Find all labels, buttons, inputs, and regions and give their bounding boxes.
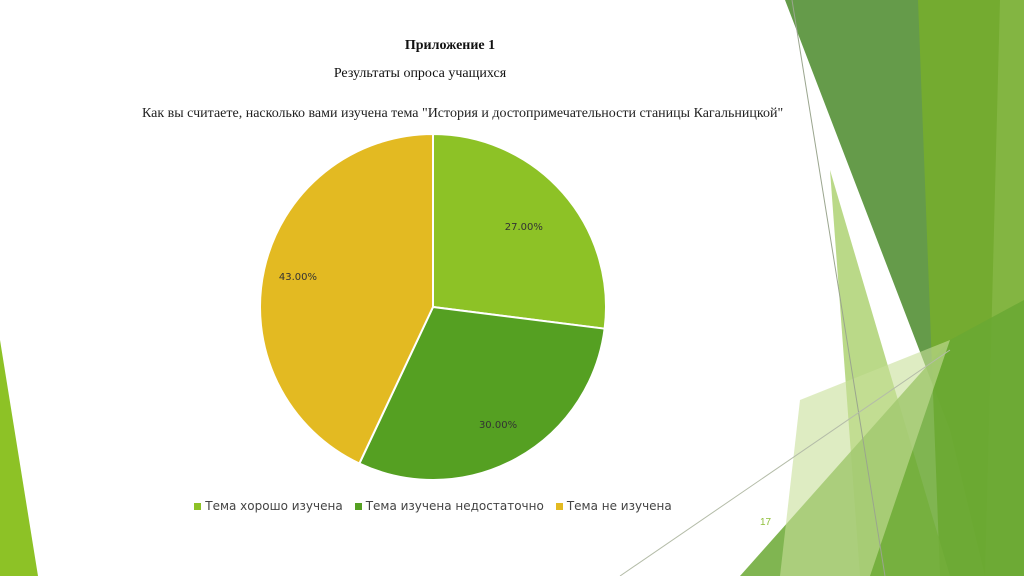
page-subtitle: Результаты опроса учащихся [333, 66, 507, 81]
data-label-1: 27.00% [505, 222, 543, 233]
pie-slice-2 [358, 305, 606, 481]
deco-thin-line [791, 0, 886, 576]
legend-item-3: Тема не изучена [555, 499, 672, 513]
chart-title: Как вы считаете, насколько вами изучена … [142, 106, 784, 121]
page-title: Приложение 1 [404, 38, 496, 53]
legend-swatch-2 [354, 502, 362, 510]
legend-item-1: Тема хорошо изучена [194, 499, 343, 513]
legend-item-2: Тема изучена недостаточно [354, 499, 544, 513]
legend-swatch-3 [555, 502, 563, 510]
data-label-3: 43.00% [279, 272, 317, 283]
pie-slice-1 [432, 132, 607, 330]
data-label-2: 30.00% [479, 420, 517, 431]
chart-legend: Тема хорошо изучена Тема изучена недоста… [0, 499, 866, 513]
legend-label-1: Тема хорошо изучена [205, 499, 343, 513]
deco-thin-line-2 [619, 349, 951, 576]
legend-label-3: Тема не изучена [566, 499, 672, 513]
legend-label-2: Тема изучена недостаточно [365, 499, 544, 513]
page-number: 17 [760, 517, 772, 528]
legend-swatch-1 [194, 502, 202, 510]
deco-right-pale [780, 340, 950, 576]
pie-slice-3 [259, 132, 434, 465]
deco-left-shape [0, 340, 38, 576]
